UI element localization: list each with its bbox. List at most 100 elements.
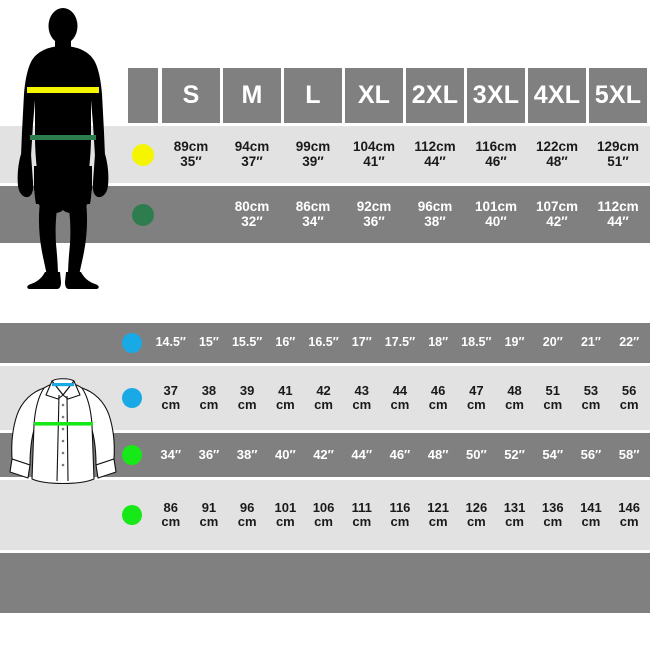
legend-marker-cell: [128, 186, 158, 243]
measurement-cell: 89cm 35″: [162, 126, 220, 183]
value: 46: [430, 382, 446, 398]
value-unit: cm: [428, 514, 448, 529]
value-unit: cm: [466, 397, 486, 412]
size-header-4xl: 4XL: [528, 68, 586, 123]
value-unit: cm: [505, 514, 524, 529]
value-cm: 116cm: [475, 138, 517, 154]
legend-marker-cell: [114, 553, 150, 613]
measurement-cell: 34″: [153, 433, 189, 477]
value-cm: 112cm: [597, 198, 639, 214]
collar-line: [52, 383, 74, 387]
value-unit: cm: [352, 514, 372, 529]
measurement-cell: [191, 553, 227, 613]
measurement-cell: 101 cm: [267, 480, 304, 550]
value-inch: 38″: [424, 213, 446, 229]
measurement-cell: 96 cm: [229, 480, 265, 550]
value-inch: 51″: [607, 153, 629, 169]
size-header-3xl: 3XL: [467, 68, 525, 123]
measurement-cell: 38″: [229, 433, 265, 477]
shirt-illustration: [8, 375, 118, 500]
value-inch: 42″: [546, 213, 568, 229]
value: 40″: [275, 446, 296, 462]
collar-measure-dot-icon: [122, 333, 142, 353]
value-cm: 92cm: [356, 198, 392, 214]
value: 53: [583, 382, 599, 398]
waist-line: [30, 135, 96, 140]
man-silhouette: [4, 4, 122, 296]
legend-marker-cell: [114, 480, 150, 550]
collar-size-header: 15″: [191, 323, 227, 363]
measurement-cell: 131 cm: [496, 480, 533, 550]
collar-size-header: 15.5″: [229, 323, 265, 363]
value-unit: cm: [314, 397, 333, 412]
value-unit: cm: [237, 514, 257, 529]
value-cm: 94cm: [234, 138, 270, 154]
size-header-l: L: [284, 68, 342, 123]
collar-size-header: 17.5″: [382, 323, 418, 363]
value: 22″: [619, 335, 640, 350]
measurement-cell: [344, 553, 380, 613]
value-cm: 99cm: [295, 138, 331, 154]
value: 48″: [427, 446, 449, 462]
chest-measure-dot-icon: [122, 445, 142, 465]
value: 146: [618, 499, 640, 515]
size-header-xl: XL: [345, 68, 403, 123]
measurement-cell: 86cm 34″: [284, 186, 342, 243]
legend-marker-cell: [114, 366, 150, 430]
value-cm: 96cm: [417, 198, 453, 214]
value: 54″: [542, 446, 564, 462]
value-cm: 112cm: [414, 138, 456, 154]
value-inch: 44″: [607, 213, 629, 229]
measurement-row-waist-measure-dot: 80cm 32″ 86cm 34″ 92cm 36″ 96cm 38″ 101cm 40″ 107c…: [0, 186, 650, 243]
shirt-measurement-row: 37 cm 38 cm 39 cm 41 cm 42 cm 43 cm 44 cm 46 cm 47 cm 48 cm…: [0, 366, 650, 430]
measurement-cell: [305, 553, 342, 613]
value: 42″: [313, 446, 334, 462]
shirt-chest-line: [34, 422, 93, 426]
measurement-cell: 104cm 41″: [345, 126, 403, 183]
measurement-cell: 80cm 32″: [223, 186, 281, 243]
value-inch: 37″: [241, 153, 263, 169]
value-inch: 46″: [485, 153, 507, 169]
value-cm: 104cm: [352, 138, 396, 154]
shirt-measurement-row: 86 cm 91 cm 96 cm 101 cm 106 cm 111 cm 116 cm 121 cm 126…: [0, 480, 650, 550]
measurement-cell: 52″: [496, 433, 533, 477]
collar-size-header: 16.5″: [305, 323, 342, 363]
size-header-m: M: [223, 68, 281, 123]
value: 18″: [428, 335, 449, 350]
value: 51: [545, 382, 560, 398]
value-unit: cm: [199, 514, 219, 529]
shirt-measurement-row: [0, 553, 650, 613]
measurement-cell: 47 cm: [458, 366, 495, 430]
value: 42: [316, 382, 331, 398]
waist-measure-dot-icon: [132, 203, 154, 226]
measurement-cell: 53 cm: [573, 366, 609, 430]
value: 37: [163, 382, 178, 398]
measurement-cell: [420, 553, 456, 613]
value: 15″: [198, 335, 219, 350]
value-inch: 32″: [241, 213, 263, 229]
value-unit: cm: [428, 397, 448, 412]
measurement-cell: 146 cm: [611, 480, 647, 550]
value: 21″: [580, 335, 601, 350]
value: 41: [278, 382, 293, 398]
measurement-cell: [573, 553, 609, 613]
measurement-cell: 101cm 40″: [467, 186, 525, 243]
value-unit: cm: [161, 397, 181, 412]
measurement-cell: 121 cm: [420, 480, 456, 550]
collar-size-header: 19″: [496, 323, 533, 363]
value: 17″: [351, 335, 372, 350]
value-unit: cm: [581, 397, 601, 412]
measurement-cell: 50″: [458, 433, 495, 477]
measurement-cell: 36″: [191, 433, 227, 477]
value-unit: cm: [505, 397, 524, 412]
value-unit: cm: [543, 397, 563, 412]
value-unit: cm: [199, 397, 219, 412]
value: 43: [354, 382, 369, 398]
value-cm: 129cm: [596, 138, 640, 154]
measurement-cell: 112cm 44″: [589, 186, 647, 243]
value-unit: cm: [581, 514, 601, 529]
measurement-cell: [611, 553, 647, 613]
value: 131: [503, 499, 526, 515]
measurement-cell: [267, 553, 304, 613]
measurement-cell: 46 cm: [420, 366, 456, 430]
